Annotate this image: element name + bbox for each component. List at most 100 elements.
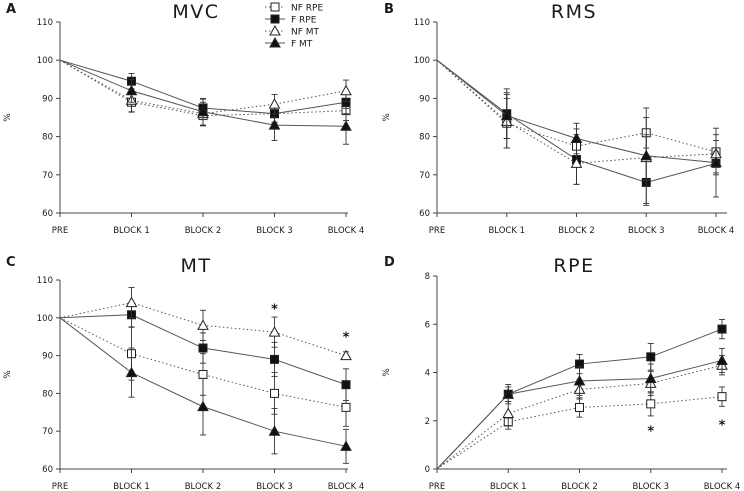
data-point bbox=[570, 132, 583, 144]
y-tick-label: 80 bbox=[419, 133, 430, 143]
y-tick-label: 2 bbox=[425, 417, 430, 427]
legend-marker bbox=[269, 24, 281, 36]
x-tick-label: BLOCK 4 bbox=[704, 482, 741, 491]
panel-a: A MVC 60 70 80 90 100 110% PRE BLOCK 1 BLOCK 2 BLOC… bbox=[3, 1, 364, 236]
series-f-mt bbox=[59, 59, 352, 145]
x-tick-label: BLOCK 4 bbox=[328, 482, 365, 491]
x-tick-label: PRE bbox=[52, 482, 68, 491]
y-tick-label: 80 bbox=[42, 389, 53, 399]
data-point bbox=[644, 372, 657, 384]
data-point bbox=[340, 440, 352, 451]
series-f-rpe bbox=[436, 59, 721, 206]
x-tick-label: BLOCK 1 bbox=[490, 482, 527, 491]
y-tick-label: 90 bbox=[42, 352, 53, 362]
data-point bbox=[125, 84, 138, 96]
significance-star: * bbox=[647, 424, 654, 439]
x-tick-label: BLOCK 3 bbox=[256, 226, 293, 236]
significance-star: * bbox=[271, 302, 278, 317]
data-point bbox=[717, 324, 727, 334]
y-tick-label: 70 bbox=[42, 171, 53, 181]
panel-d: D RPE 0 2 4 6 8% PRE BLOCK 1 BLOCK 2 BLOCK 3 BLOCK … bbox=[382, 255, 740, 491]
x-tick-label: BLOCK 3 bbox=[628, 226, 665, 236]
panel-c: C MT 60 70 80 90 100 110% PRE BLOCK 1 BLOCK 2 BLOCK… bbox=[3, 255, 364, 491]
significance-star: * bbox=[719, 418, 726, 433]
data-point bbox=[502, 388, 515, 399]
x-tick-label: BLOCK 1 bbox=[113, 226, 150, 236]
series-line bbox=[436, 364, 723, 470]
y-tick-label: 100 bbox=[37, 314, 53, 324]
legend-label: NF MT bbox=[291, 28, 320, 38]
data-point bbox=[573, 374, 586, 386]
data-point bbox=[716, 354, 728, 365]
series-f-mt bbox=[436, 59, 722, 204]
legend-label: F RPE bbox=[291, 16, 317, 26]
series-line bbox=[59, 317, 347, 408]
data-point bbox=[268, 98, 281, 109]
data-point bbox=[502, 407, 515, 419]
y-tick-label: 110 bbox=[37, 18, 53, 28]
data-point bbox=[268, 425, 281, 436]
y-axis-label: % bbox=[382, 368, 392, 377]
data-point bbox=[268, 119, 281, 130]
panel-title: RMS bbox=[551, 1, 597, 23]
y-tick-label: 4 bbox=[425, 369, 430, 379]
series-f-rpe bbox=[436, 318, 727, 470]
data-point bbox=[125, 366, 138, 378]
x-tick-label: BLOCK 2 bbox=[185, 226, 222, 236]
data-point bbox=[198, 343, 208, 353]
y-tick-label: 60 bbox=[419, 209, 430, 219]
y-tick-label: 0 bbox=[425, 465, 430, 475]
data-point bbox=[340, 349, 352, 361]
x-tick-label: BLOCK 4 bbox=[328, 226, 365, 236]
legend-label: F MT bbox=[291, 40, 313, 50]
panel-b: B RMS 60 70 80 90 100 110% PRE BLOCK 1 BLOCK 2 BLOC… bbox=[382, 1, 734, 236]
panel-title: RPE bbox=[553, 255, 594, 277]
data-point bbox=[575, 402, 584, 412]
y-tick-label: 60 bbox=[42, 209, 53, 219]
panel-letter: C bbox=[6, 255, 16, 270]
series-nf-mt bbox=[436, 59, 722, 185]
panel-letter: B bbox=[384, 2, 394, 17]
data-point bbox=[646, 352, 656, 362]
x-tick-label: BLOCK 2 bbox=[558, 226, 595, 236]
series-nf-mt bbox=[59, 287, 352, 361]
data-point bbox=[640, 149, 653, 161]
data-point bbox=[646, 399, 656, 409]
y-tick-label: 6 bbox=[425, 320, 430, 330]
x-tick-label: PRE bbox=[429, 226, 445, 236]
data-point bbox=[125, 296, 138, 308]
legend-marker bbox=[270, 2, 280, 12]
y-tick-label: 100 bbox=[414, 56, 430, 66]
series-nf-rpe bbox=[436, 59, 721, 164]
data-point bbox=[268, 326, 281, 337]
y-tick-label: 70 bbox=[42, 427, 53, 437]
series-f-mt bbox=[59, 317, 352, 464]
significance-star: * bbox=[343, 331, 350, 346]
x-tick-label: PRE bbox=[52, 226, 68, 236]
series-line bbox=[436, 396, 723, 470]
x-tick-label: BLOCK 4 bbox=[698, 226, 735, 236]
data-point bbox=[197, 105, 209, 117]
x-tick-label: BLOCK 3 bbox=[632, 482, 669, 491]
y-axis-label: % bbox=[3, 113, 13, 122]
series-f-mt bbox=[436, 347, 728, 470]
y-tick-label: 70 bbox=[419, 171, 430, 181]
x-tick-label: BLOCK 1 bbox=[488, 226, 525, 236]
data-point bbox=[500, 109, 513, 121]
data-point bbox=[340, 120, 352, 131]
x-tick-label: BLOCK 2 bbox=[185, 482, 222, 491]
data-point bbox=[197, 319, 209, 330]
legend: NF RPE F RPE NF MT F MT bbox=[265, 2, 323, 50]
y-axis-label: % bbox=[382, 113, 392, 122]
series-nf-mt bbox=[436, 355, 728, 470]
panel-letter: A bbox=[6, 2, 16, 17]
data-point bbox=[198, 370, 208, 379]
data-point bbox=[340, 84, 352, 96]
panel-title: MT bbox=[181, 255, 212, 277]
y-tick-label: 110 bbox=[414, 18, 430, 28]
data-point bbox=[270, 388, 279, 398]
y-tick-label: 60 bbox=[42, 465, 53, 475]
data-point bbox=[710, 156, 722, 168]
y-tick-label: 110 bbox=[37, 276, 53, 286]
